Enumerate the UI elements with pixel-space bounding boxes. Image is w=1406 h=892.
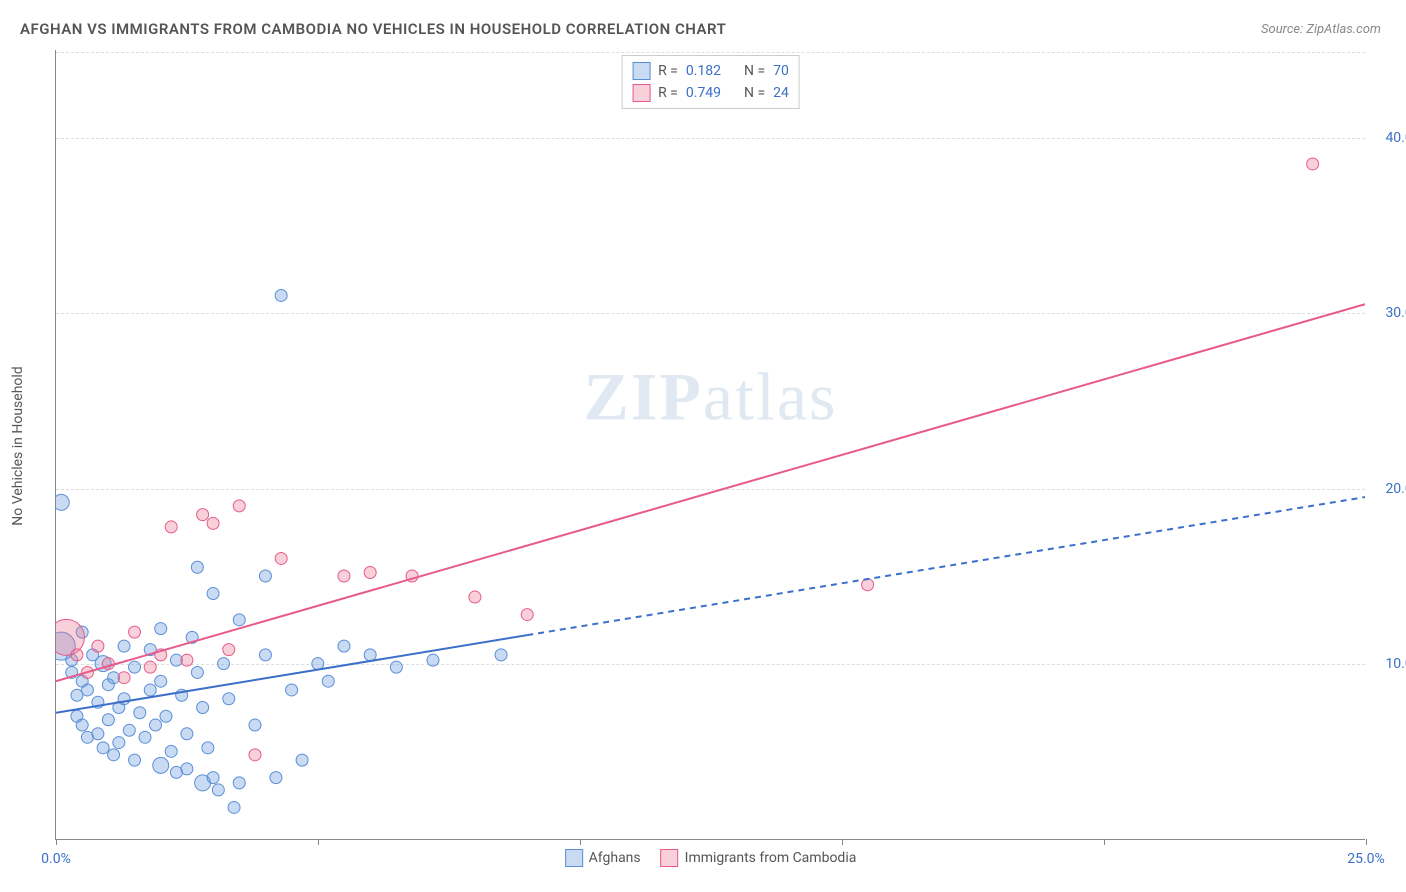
x-tick (842, 839, 843, 845)
legend-swatch (632, 62, 650, 80)
x-tick-label: 25.0% (1347, 851, 1385, 867)
legend-swatch (565, 849, 583, 867)
scatter-svg (56, 50, 1365, 839)
legend-swatch (632, 84, 650, 102)
y-tick-label: 30.0% (1385, 305, 1406, 321)
x-tick (56, 839, 57, 845)
source-label: Source: ZipAtlas.com (1261, 22, 1381, 37)
y-tick-label: 40.0% (1385, 130, 1406, 146)
legend-row: R = 0.749 N = 24 (632, 82, 789, 104)
plot-area: ZIPatlas R = 0.182 N = 70 R = 0.749 N = … (55, 50, 1365, 840)
x-tick (580, 839, 581, 845)
legend-item: Afghans (565, 849, 641, 867)
x-tick (1366, 839, 1367, 845)
y-axis-label: No Vehicles in Household (10, 366, 26, 525)
legend-row: R = 0.182 N = 70 (632, 60, 789, 82)
correlation-legend: R = 0.182 N = 70 R = 0.749 N = 24 (621, 55, 800, 109)
legend-item: Immigrants from Cambodia (661, 849, 857, 867)
series-legend: Afghans Immigrants from Cambodia (565, 849, 857, 867)
chart-title: AFGHAN VS IMMIGRANTS FROM CAMBODIA NO VE… (20, 20, 726, 38)
y-tick-label: 20.0% (1385, 481, 1406, 497)
x-tick (1104, 839, 1105, 845)
x-tick (318, 839, 319, 845)
x-tick-label: 0.0% (41, 851, 71, 867)
y-tick-label: 10.0% (1385, 656, 1406, 672)
legend-swatch (661, 849, 679, 867)
